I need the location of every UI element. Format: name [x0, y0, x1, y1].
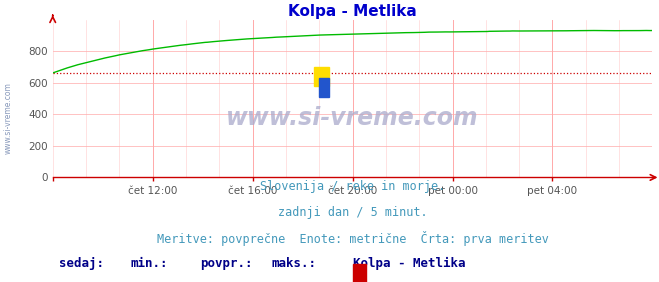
- FancyBboxPatch shape: [314, 67, 329, 86]
- Title: Kolpa - Metlika: Kolpa - Metlika: [288, 4, 417, 19]
- Text: Meritve: povprečne  Enote: metrične  Črta: prva meritev: Meritve: povprečne Enote: metrične Črta:…: [157, 231, 548, 246]
- Bar: [353, 264, 366, 282]
- Text: www.si-vreme.com: www.si-vreme.com: [4, 83, 13, 154]
- Text: min.:: min.:: [130, 257, 168, 270]
- Text: www.si-vreme.com: www.si-vreme.com: [226, 105, 479, 129]
- Text: zadnji dan / 5 minut.: zadnji dan / 5 minut.: [277, 206, 428, 219]
- Text: sedaj:: sedaj:: [59, 257, 103, 270]
- Text: Kolpa - Metlika: Kolpa - Metlika: [353, 257, 465, 270]
- FancyBboxPatch shape: [319, 78, 329, 97]
- Text: povpr.:: povpr.:: [200, 257, 252, 270]
- Text: maks.:: maks.:: [272, 257, 316, 270]
- Text: Slovenija / reke in morje.: Slovenija / reke in morje.: [260, 180, 445, 193]
